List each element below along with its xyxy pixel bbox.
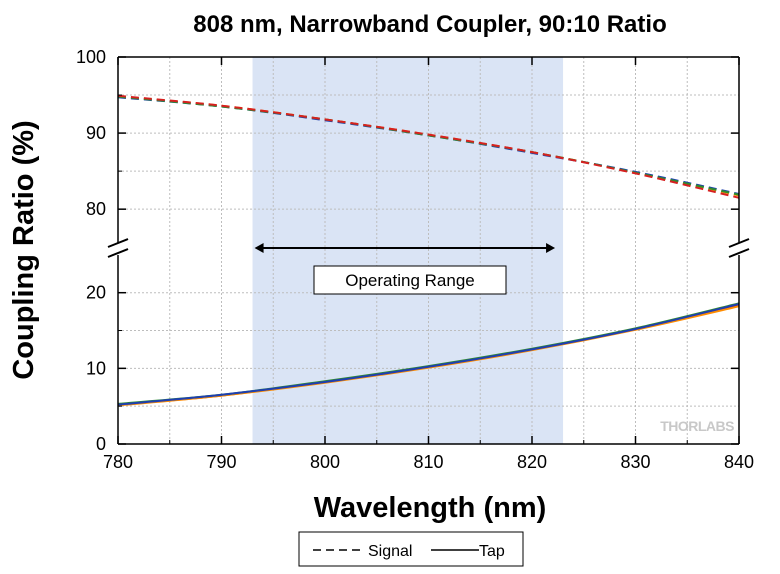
x-tick-label: 790 xyxy=(206,452,236,472)
y-tick-label: 10 xyxy=(86,358,106,378)
operating-range-shading xyxy=(252,57,564,444)
operating-range-arrowhead-left xyxy=(254,243,264,253)
axis-break-mark xyxy=(728,238,750,248)
y-tick-label: 90 xyxy=(86,123,106,143)
legend: Signal Tap xyxy=(298,531,524,567)
chart-title: 808 nm, Narrowband Coupler, 90:10 Ratio xyxy=(193,11,666,38)
operating-range-arrowhead-right xyxy=(546,243,556,253)
x-tick-label: 830 xyxy=(620,452,650,472)
signal-line-3 xyxy=(117,94,740,199)
thorlabs-watermark: THORLABS xyxy=(660,418,734,434)
x-tick-label: 840 xyxy=(724,452,754,472)
legend-label-signal: Signal xyxy=(368,543,412,560)
y-tick-label: 100 xyxy=(76,47,106,67)
y-tick-label: 0 xyxy=(96,434,106,454)
axis-break-mark xyxy=(107,238,129,248)
x-tick-label: 800 xyxy=(310,452,340,472)
legend-box xyxy=(298,531,524,567)
x-tick-label: 820 xyxy=(517,452,547,472)
y-axis-title: Coupling Ratio (%) xyxy=(8,120,40,379)
operating-range-label-box xyxy=(313,265,507,295)
legend-label-tap: Tap xyxy=(479,543,505,560)
y-tick-label: 20 xyxy=(86,283,106,303)
x-tick-label: 780 xyxy=(103,452,133,472)
x-axis-title: Wavelength (nm) xyxy=(314,492,547,524)
y-tick-label: 80 xyxy=(86,199,106,219)
axis-break-mark xyxy=(728,248,750,258)
operating-range-label: Operating Range xyxy=(345,271,474,290)
axis-break-mark xyxy=(107,248,129,258)
x-tick-label: 810 xyxy=(413,452,443,472)
tap-line-7 xyxy=(117,303,740,406)
